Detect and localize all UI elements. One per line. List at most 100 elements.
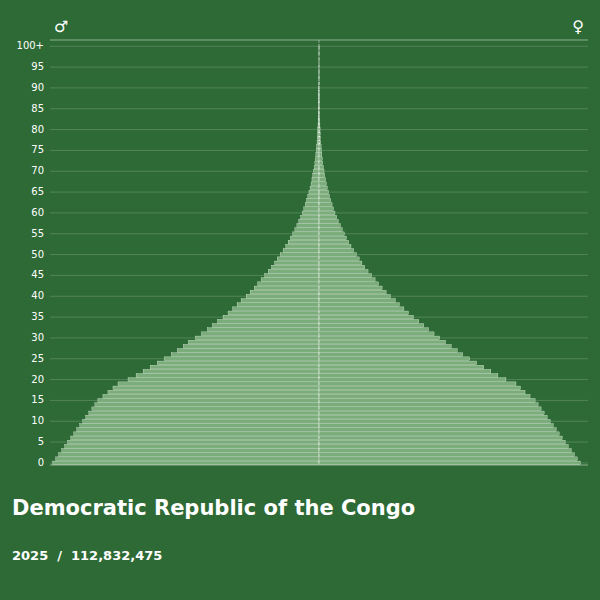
bar [228,311,319,315]
bar [293,232,319,236]
bar [319,328,429,332]
bar [319,282,379,286]
bar [283,249,319,253]
bar [280,253,319,257]
bar [319,207,333,211]
bar [319,261,362,265]
tick-label: 25 [31,353,44,364]
bar [319,361,477,365]
tick-label: 70 [31,165,44,176]
bar [319,211,335,215]
bar [319,382,516,386]
bar [318,49,319,53]
bar [319,240,349,244]
bar [233,307,319,311]
bar [319,294,390,298]
bar [83,419,319,423]
bar [212,324,319,328]
bar [319,353,463,357]
bar [319,182,326,186]
bar [183,344,319,348]
tick-label: 40 [31,290,44,301]
bar [277,257,319,261]
chart: 0510152025303540455055606570758085909510… [0,0,600,600]
bar [304,207,319,211]
bar [319,186,327,190]
bar [261,278,319,282]
y-ticks: 0510152025303540455055606570758085909510… [17,40,44,468]
tick-label: 15 [31,394,44,405]
bar [301,215,319,219]
bar [265,274,319,278]
bar [319,190,328,194]
bar [319,444,568,448]
bar [319,303,399,307]
bar [319,374,498,378]
bar [62,449,319,453]
bar [319,219,338,223]
bar [241,299,319,303]
bar [319,394,530,398]
bar [319,386,521,390]
bar [65,444,319,448]
bar [295,228,319,232]
tick-label: 60 [31,207,44,218]
bars [53,44,581,464]
tick-label: 10 [31,415,44,426]
bar [319,378,506,382]
tick-label: 30 [31,332,44,343]
bar [188,340,319,344]
bar [319,203,332,207]
bar [310,186,319,190]
bar [319,49,320,53]
tick-label: 85 [31,103,44,114]
bar [237,303,319,307]
bar [319,369,491,373]
bar [319,390,525,394]
bar [89,411,319,415]
bar [86,415,319,419]
bar [319,336,440,340]
bar [297,224,319,228]
bar [315,161,319,165]
bar [157,361,319,365]
bar [80,424,319,428]
bar [258,282,319,286]
bar [319,340,446,344]
bar [319,157,322,161]
bar [319,349,457,353]
bar [319,224,340,228]
tick-label: 65 [31,186,44,197]
bar [207,328,319,332]
bar [319,428,556,432]
bar [319,165,323,169]
bar [319,453,574,457]
bar [268,269,319,273]
bar [316,149,319,153]
series-1 [319,44,580,464]
bar [319,440,565,444]
bar [319,319,419,323]
bar [275,261,319,265]
bar [315,157,319,161]
bar [319,215,337,219]
bar [108,390,319,394]
bar [319,161,323,165]
tick-label: 5 [38,436,44,447]
series-0 [53,44,319,464]
bar [307,199,319,203]
bar [319,299,395,303]
bar [164,357,319,361]
tick-label: 95 [31,61,44,72]
bar [201,332,319,336]
bar [74,432,319,436]
bar [319,315,413,319]
bar [177,349,319,353]
series-label: ♀ [572,17,584,36]
bar [319,103,320,107]
bar [217,319,319,323]
tick-label: 20 [31,374,44,385]
tick-label: 35 [31,311,44,322]
bar [319,257,359,261]
bar [319,307,404,311]
